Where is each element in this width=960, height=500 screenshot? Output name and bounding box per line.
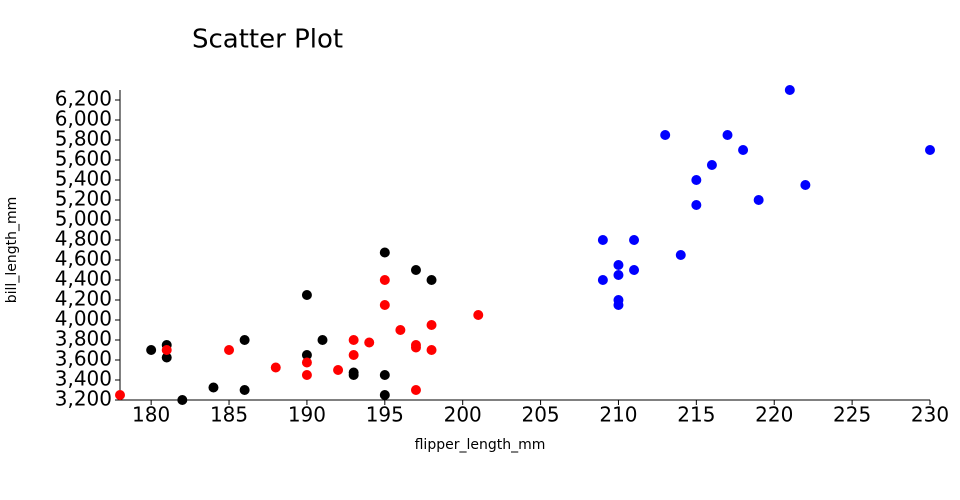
scatter-point: [301, 370, 312, 380]
scatter-point: [784, 85, 795, 95]
scatter-point: [348, 350, 359, 360]
scatter-point: [426, 345, 437, 355]
scatter-point: [115, 390, 125, 400]
scatter-point: [660, 130, 671, 140]
scatter-point: [410, 342, 421, 353]
scatter-point: [379, 370, 390, 380]
x-tick-label: 180: [132, 403, 170, 427]
scatter-point: [301, 357, 312, 368]
scatter-point: [301, 350, 312, 360]
scatter-point: [239, 385, 250, 395]
scatter-point: [208, 382, 219, 393]
y-tick-label: 5,600: [55, 147, 112, 171]
x-tick-label: 230: [911, 403, 949, 427]
y-tick-label: 4,200: [55, 287, 112, 311]
x-tick-label: 225: [833, 403, 871, 427]
x-tick-label: 190: [288, 403, 326, 427]
scatter-point: [364, 337, 375, 348]
y-tick-label: 4,600: [55, 247, 112, 271]
scatter-point: [800, 180, 811, 190]
y-tick-label: 5,800: [55, 127, 112, 151]
scatter-point: [753, 195, 764, 205]
scatter-point: [613, 300, 624, 310]
x-tick-label: 195: [366, 403, 404, 427]
scatter-point: [629, 235, 640, 245]
scatter-point: [379, 300, 390, 310]
chart-title: Scatter Plot: [192, 25, 343, 55]
scatter-point: [613, 260, 624, 270]
scatter-point: [270, 362, 281, 373]
scatter-point: [629, 265, 640, 275]
scatter-point: [410, 385, 421, 395]
scatter-point: [177, 395, 188, 405]
scatter-point: [426, 275, 437, 285]
x-tick-label: 210: [599, 403, 637, 427]
x-tick-label: 220: [755, 403, 793, 427]
x-tick-label: 200: [444, 403, 482, 427]
scatter-point: [597, 275, 608, 285]
x-tick-label: 215: [677, 403, 715, 427]
scatter-point: [379, 390, 390, 400]
scatter-point: [706, 160, 717, 170]
scatter-point: [395, 325, 406, 335]
x-tick-label: 205: [521, 403, 559, 427]
x-tick-label: 185: [210, 403, 248, 427]
y-tick-label: 3,800: [55, 327, 112, 351]
scatter-point: [146, 345, 157, 355]
scatter-point: [925, 145, 935, 155]
scatter-point: [224, 345, 235, 355]
scatter-point: [691, 175, 702, 185]
scatter-point: [379, 275, 390, 285]
y-tick-label: 3,600: [55, 347, 112, 371]
scatter-point: [161, 352, 172, 363]
scatter-point: [379, 247, 390, 258]
y-tick-label: 4,800: [55, 227, 112, 251]
scatter-point: [722, 130, 733, 140]
scatter-point: [161, 345, 172, 355]
x-axis-label: flipper_length_mm: [415, 437, 546, 453]
y-tick-label: 3,400: [55, 367, 112, 391]
scatter-point: [426, 320, 437, 330]
y-tick-label: 4,000: [55, 307, 112, 331]
y-tick-label: 3,200: [55, 387, 112, 411]
y-tick-label: 4,400: [55, 267, 112, 291]
y-tick-label: 5,400: [55, 167, 112, 191]
scatter-point: [317, 335, 328, 345]
scatter-point: [410, 265, 421, 275]
scatter-point: [333, 365, 344, 375]
scatter-point: [738, 145, 749, 155]
scatter-point: [691, 200, 702, 210]
y-tick-label: 6,200: [55, 87, 112, 111]
scatter-point: [348, 335, 359, 345]
scatter-point: [613, 270, 624, 280]
scatter-point: [348, 370, 359, 380]
scatter-point: [597, 235, 608, 245]
y-tick-label: 6,000: [55, 107, 112, 131]
scatter-point: [675, 250, 686, 260]
scatter-point: [239, 335, 250, 345]
y-tick-label: 5,000: [55, 207, 112, 231]
y-tick-label: 5,200: [55, 187, 112, 211]
scatter-point: [301, 290, 312, 300]
scatter-point: [473, 310, 484, 320]
y-axis-label: bill_length_mm: [4, 197, 20, 303]
